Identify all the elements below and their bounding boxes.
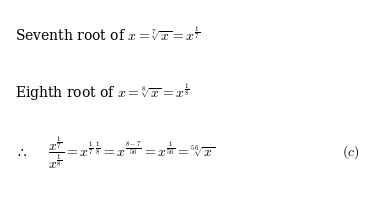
Text: $(c)$: $(c)$ — [342, 143, 360, 160]
Text: Seventh root of $x = \sqrt[7]{x} = x^{\frac{1}{7}}$: Seventh root of $x = \sqrt[7]{x} = x^{\f… — [15, 24, 200, 43]
Text: Eighth root of $x = \sqrt[8]{x} = x^{\frac{1}{8}}$: Eighth root of $x = \sqrt[8]{x} = x^{\fr… — [15, 81, 190, 103]
Text: $\therefore$: $\therefore$ — [15, 145, 27, 158]
Text: $\dfrac{x^{\frac{1}{7}}}{x^{\frac{1}{8}}} = x^{\frac{1}{7}\;\frac{1}{8}} = x^{\f: $\dfrac{x^{\frac{1}{7}}}{x^{\frac{1}{8}}… — [48, 133, 216, 170]
